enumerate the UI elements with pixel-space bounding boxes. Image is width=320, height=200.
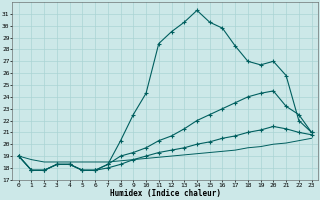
X-axis label: Humidex (Indice chaleur): Humidex (Indice chaleur) xyxy=(110,189,220,198)
